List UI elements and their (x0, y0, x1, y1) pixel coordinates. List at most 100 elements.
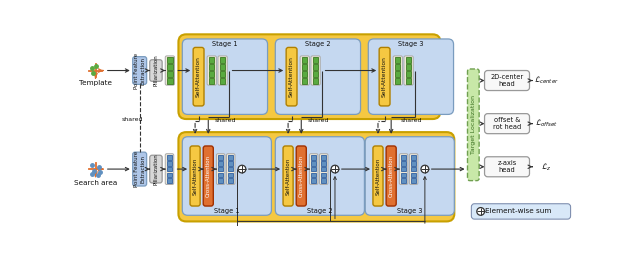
Text: Self-Attention: Self-Attention (285, 157, 291, 195)
FancyBboxPatch shape (484, 157, 529, 177)
Text: $\mathcal{L}_{offset}$: $\mathcal{L}_{offset}$ (535, 118, 558, 129)
Text: Template: Template (79, 80, 112, 86)
Text: Stage 1: Stage 1 (212, 41, 237, 46)
Bar (220, 78, 225, 84)
Bar (321, 172, 326, 177)
Text: Element-wise sum: Element-wise sum (484, 209, 551, 214)
FancyBboxPatch shape (190, 146, 200, 206)
FancyBboxPatch shape (193, 47, 204, 106)
Bar (311, 155, 316, 160)
Bar (167, 71, 173, 77)
FancyBboxPatch shape (182, 39, 268, 114)
FancyBboxPatch shape (150, 155, 162, 183)
Bar (228, 172, 233, 177)
Bar (311, 172, 316, 177)
Text: 2D-center
head: 2D-center head (490, 74, 524, 87)
Bar (167, 78, 173, 84)
Bar (209, 78, 214, 84)
FancyBboxPatch shape (132, 57, 147, 84)
Bar (218, 167, 223, 171)
FancyBboxPatch shape (472, 204, 571, 219)
FancyBboxPatch shape (311, 56, 320, 85)
FancyBboxPatch shape (132, 152, 147, 186)
Bar (228, 161, 233, 166)
FancyBboxPatch shape (365, 137, 454, 215)
FancyBboxPatch shape (165, 154, 174, 184)
FancyBboxPatch shape (379, 47, 390, 106)
Text: $\mathcal{L}_{center}$: $\mathcal{L}_{center}$ (534, 75, 559, 86)
Text: shared: shared (121, 117, 143, 122)
Bar (412, 172, 416, 177)
Text: Pillarization: Pillarization (154, 153, 159, 185)
FancyBboxPatch shape (182, 137, 271, 215)
FancyBboxPatch shape (150, 60, 162, 81)
FancyBboxPatch shape (386, 146, 396, 206)
FancyBboxPatch shape (179, 34, 440, 119)
Text: Stage 2: Stage 2 (307, 209, 333, 214)
Text: shared: shared (307, 118, 329, 123)
Bar (401, 155, 406, 160)
FancyBboxPatch shape (410, 154, 418, 184)
Bar (167, 57, 173, 63)
FancyBboxPatch shape (204, 146, 213, 206)
Text: Self-Attention: Self-Attention (382, 56, 387, 97)
Bar (313, 57, 318, 63)
FancyBboxPatch shape (207, 56, 216, 85)
FancyBboxPatch shape (484, 71, 529, 90)
Bar (228, 155, 233, 160)
Bar (228, 178, 233, 183)
Bar (220, 57, 225, 63)
Text: shared: shared (400, 118, 422, 123)
Bar (302, 64, 307, 70)
Bar (395, 71, 401, 77)
Text: Stage 3: Stage 3 (398, 41, 424, 46)
Circle shape (238, 165, 246, 173)
Bar (321, 167, 326, 171)
FancyBboxPatch shape (165, 56, 175, 85)
Bar (321, 161, 326, 166)
Bar (313, 64, 318, 70)
Circle shape (477, 208, 484, 215)
FancyBboxPatch shape (319, 154, 328, 184)
Bar (401, 167, 406, 171)
FancyBboxPatch shape (404, 56, 413, 85)
Bar (218, 161, 223, 166)
Bar (406, 71, 412, 77)
Circle shape (421, 165, 429, 173)
Bar (321, 178, 326, 183)
Text: Self-Attention: Self-Attention (193, 157, 198, 195)
Bar (412, 161, 416, 166)
Bar (313, 78, 318, 84)
Bar (406, 64, 412, 70)
Bar (302, 71, 307, 77)
Bar (395, 78, 401, 84)
Bar (395, 57, 401, 63)
FancyBboxPatch shape (286, 47, 297, 106)
Bar (167, 167, 172, 171)
Bar (302, 57, 307, 63)
Text: Pillarization: Pillarization (154, 55, 159, 86)
FancyBboxPatch shape (467, 69, 479, 181)
Bar (401, 178, 406, 183)
Bar (311, 161, 316, 166)
Bar (311, 178, 316, 183)
Bar (401, 161, 406, 166)
Bar (209, 71, 214, 77)
FancyBboxPatch shape (296, 146, 307, 206)
Bar (167, 172, 172, 177)
Text: Search area: Search area (74, 180, 117, 186)
Bar (311, 167, 316, 171)
Bar (395, 64, 401, 70)
FancyBboxPatch shape (484, 114, 529, 134)
Bar (218, 155, 223, 160)
Text: Stage 1: Stage 1 (214, 209, 239, 214)
Text: Stage 3: Stage 3 (397, 209, 422, 214)
Bar (220, 71, 225, 77)
Text: Cross-Attention: Cross-Attention (388, 155, 394, 197)
Text: Self-Attention: Self-Attention (376, 157, 381, 195)
Bar (167, 161, 172, 166)
Bar (406, 78, 412, 84)
Bar (313, 71, 318, 77)
FancyBboxPatch shape (309, 154, 318, 184)
Bar (412, 167, 416, 171)
